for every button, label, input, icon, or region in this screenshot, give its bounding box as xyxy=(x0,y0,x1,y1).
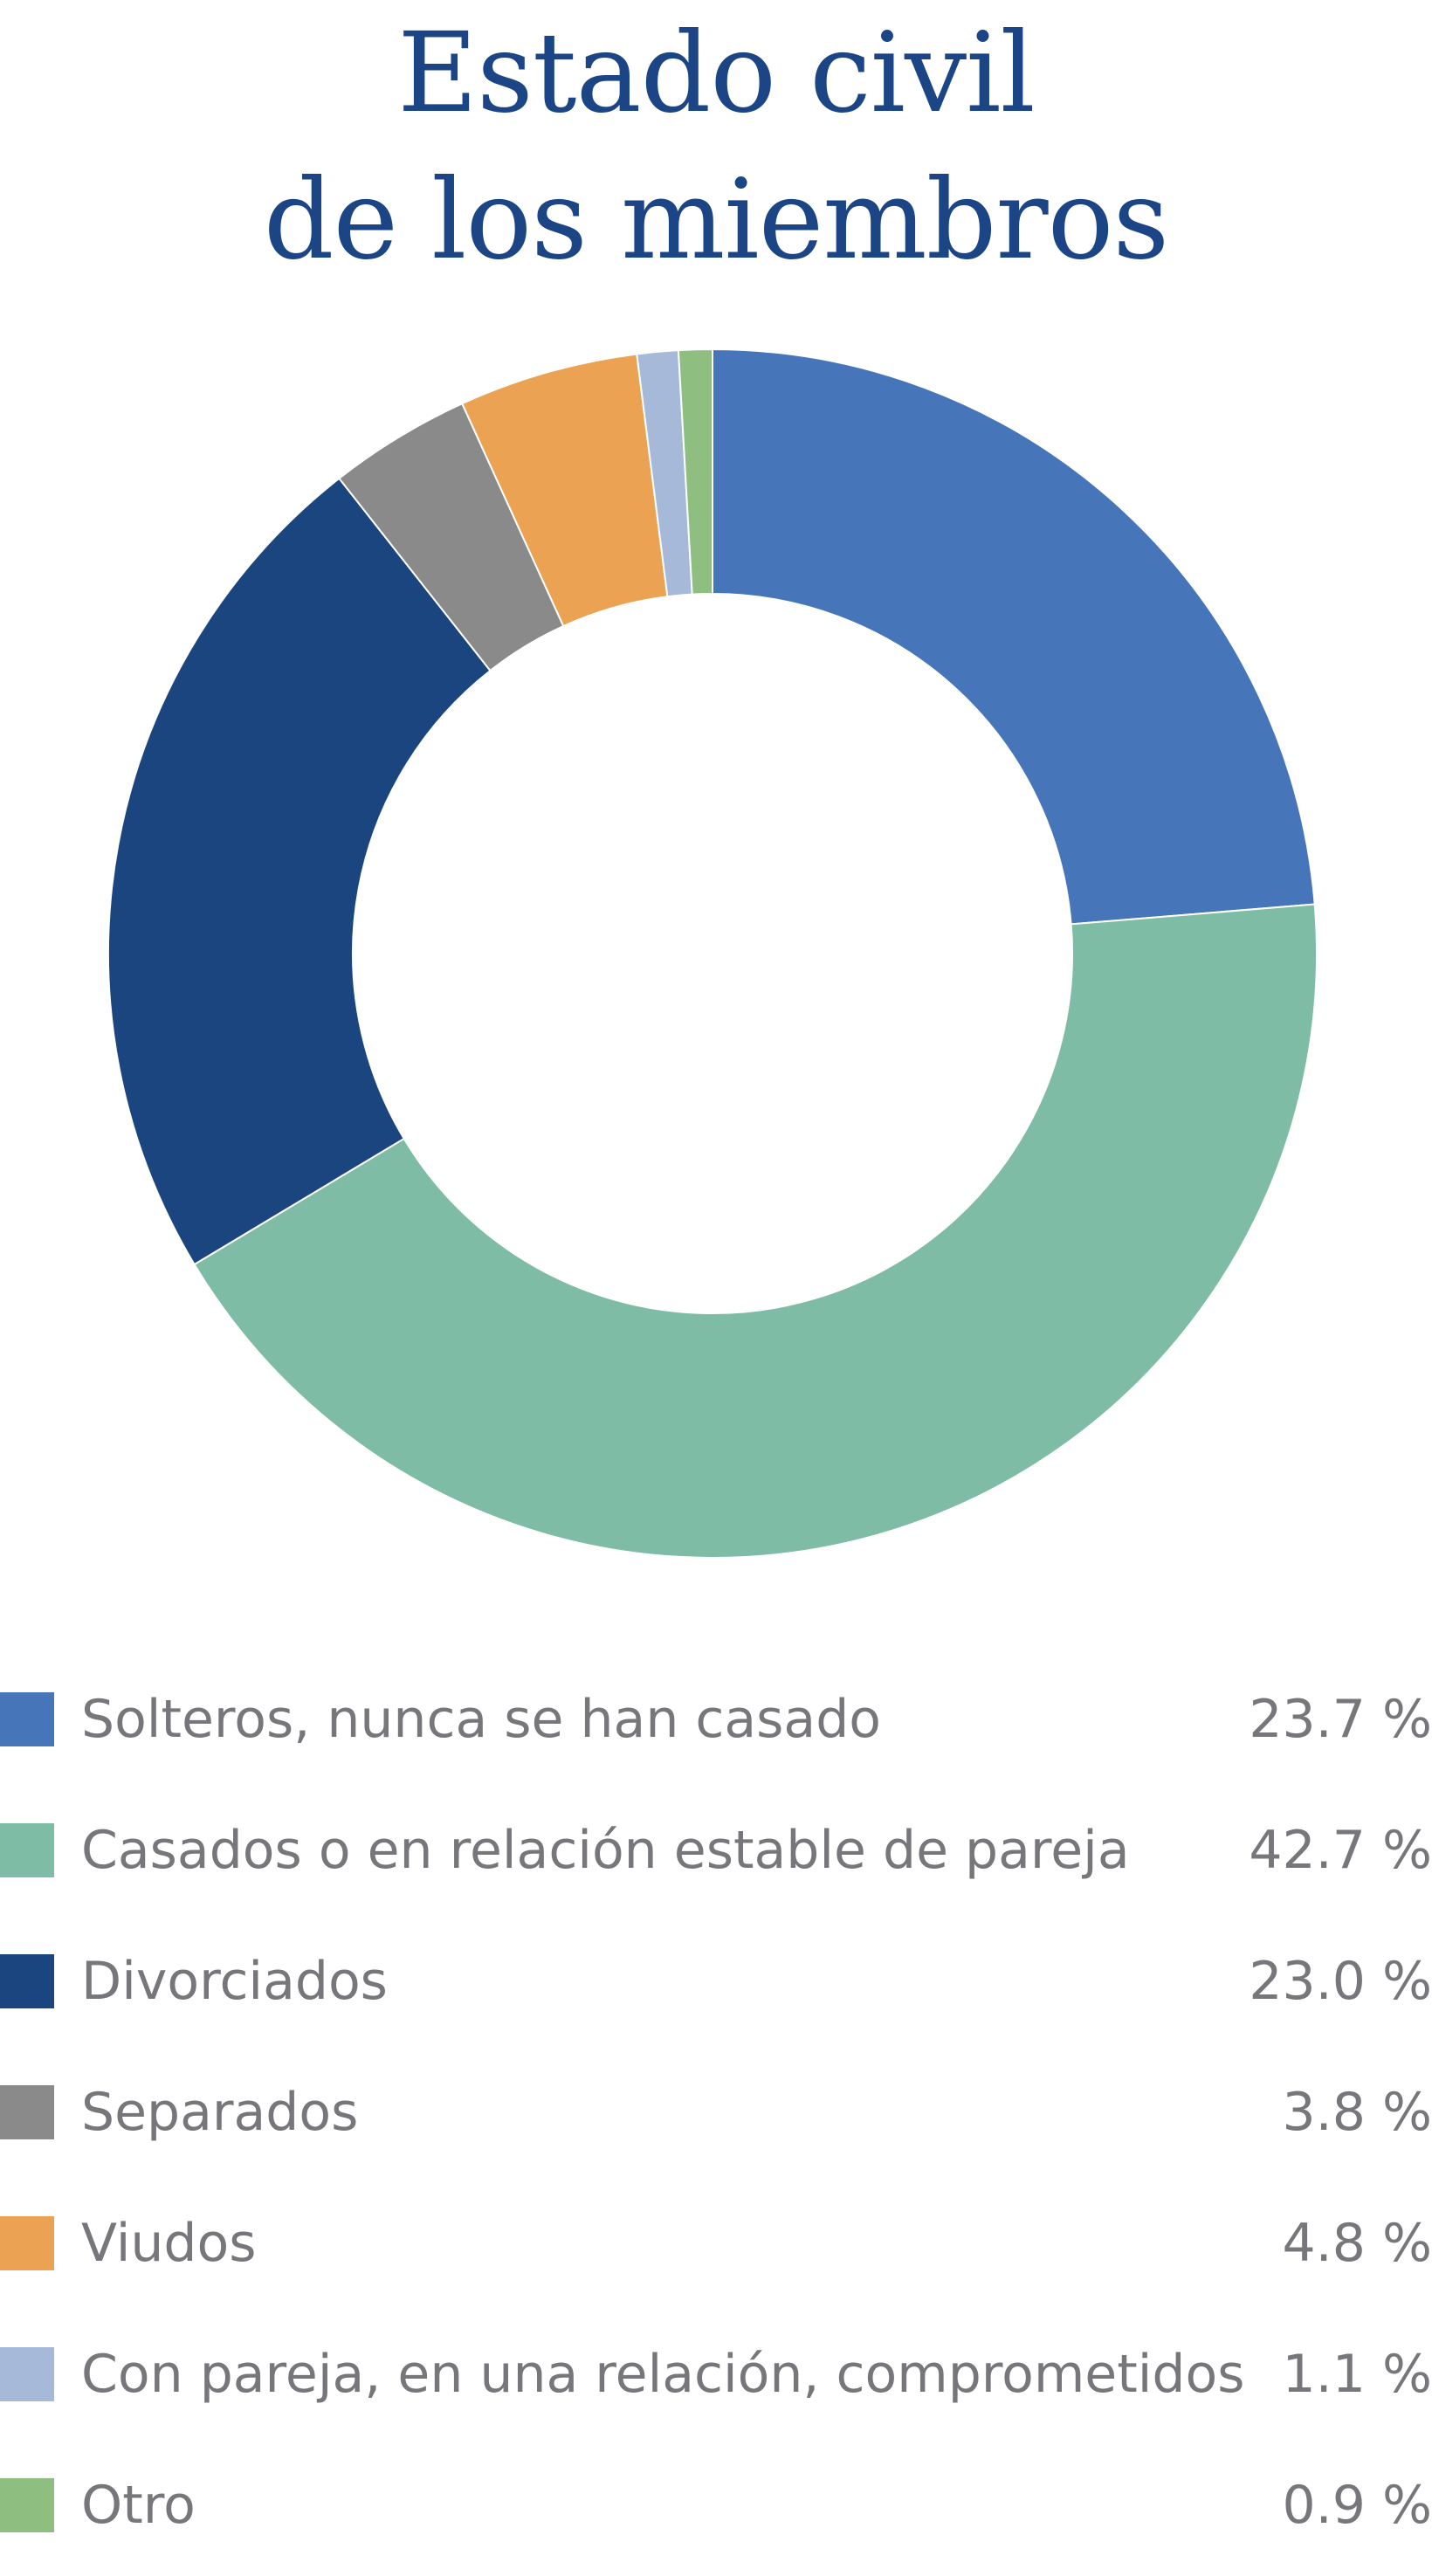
legend-swatch xyxy=(0,2478,54,2532)
legend-value: 1.1 % xyxy=(1282,2344,1432,2405)
legend-item-casados: Casados o en relación estable de pareja … xyxy=(0,1790,1432,1921)
legend-value: 3.8 % xyxy=(1282,2082,1432,2143)
legend-swatch xyxy=(0,1823,54,1877)
legend-label: Casados o en relación estable de pareja xyxy=(81,1820,1130,1881)
donut-slice-otro xyxy=(677,348,713,596)
legend-item-separados: Separados 3.8 % xyxy=(0,2052,1432,2183)
chart-title: Estado civil de los miembros xyxy=(0,0,1432,293)
legend-item-con-pareja: Con pareja, en una relación, comprometid… xyxy=(0,2314,1432,2445)
legend-value: 4.8 % xyxy=(1282,2213,1432,2274)
legend-value: 23.7 % xyxy=(1249,1689,1432,1750)
legend-label: Solteros, nunca se han casado xyxy=(81,1689,881,1750)
legend: Solteros, nunca se han casado 23.7 % Cas… xyxy=(0,1659,1432,2576)
legend-label: Otro xyxy=(81,2475,196,2536)
legend-label: Divorciados xyxy=(81,1951,388,2012)
donut-slice-solteros xyxy=(712,348,1316,926)
chart-title-line-2: de los miembros xyxy=(263,155,1169,284)
donut-chart xyxy=(107,348,1318,1559)
donut-slice-casados xyxy=(193,903,1318,1559)
legend-label: Viudos xyxy=(81,2213,257,2274)
donut-slice-divorciados xyxy=(107,477,492,1266)
legend-value: 42.7 % xyxy=(1249,1820,1432,1881)
legend-item-viudos: Viudos 4.8 % xyxy=(0,2183,1432,2314)
legend-label: Separados xyxy=(81,2082,359,2143)
legend-label: Con pareja, en una relación, comprometid… xyxy=(81,2344,1245,2405)
legend-value: 0.9 % xyxy=(1282,2475,1432,2536)
legend-item-divorciados: Divorciados 23.0 % xyxy=(0,1921,1432,2052)
legend-item-otro: Otro 0.9 % xyxy=(0,2445,1432,2576)
legend-value: 23.0 % xyxy=(1249,1951,1432,2012)
legend-swatch xyxy=(0,1692,54,1746)
legend-swatch xyxy=(0,2347,54,2401)
legend-swatch xyxy=(0,2216,54,2270)
legend-item-solteros: Solteros, nunca se han casado 23.7 % xyxy=(0,1659,1432,1790)
legend-swatch xyxy=(0,2085,54,2139)
chart-title-line-1: Estado civil xyxy=(397,9,1036,137)
legend-swatch xyxy=(0,1954,54,2008)
